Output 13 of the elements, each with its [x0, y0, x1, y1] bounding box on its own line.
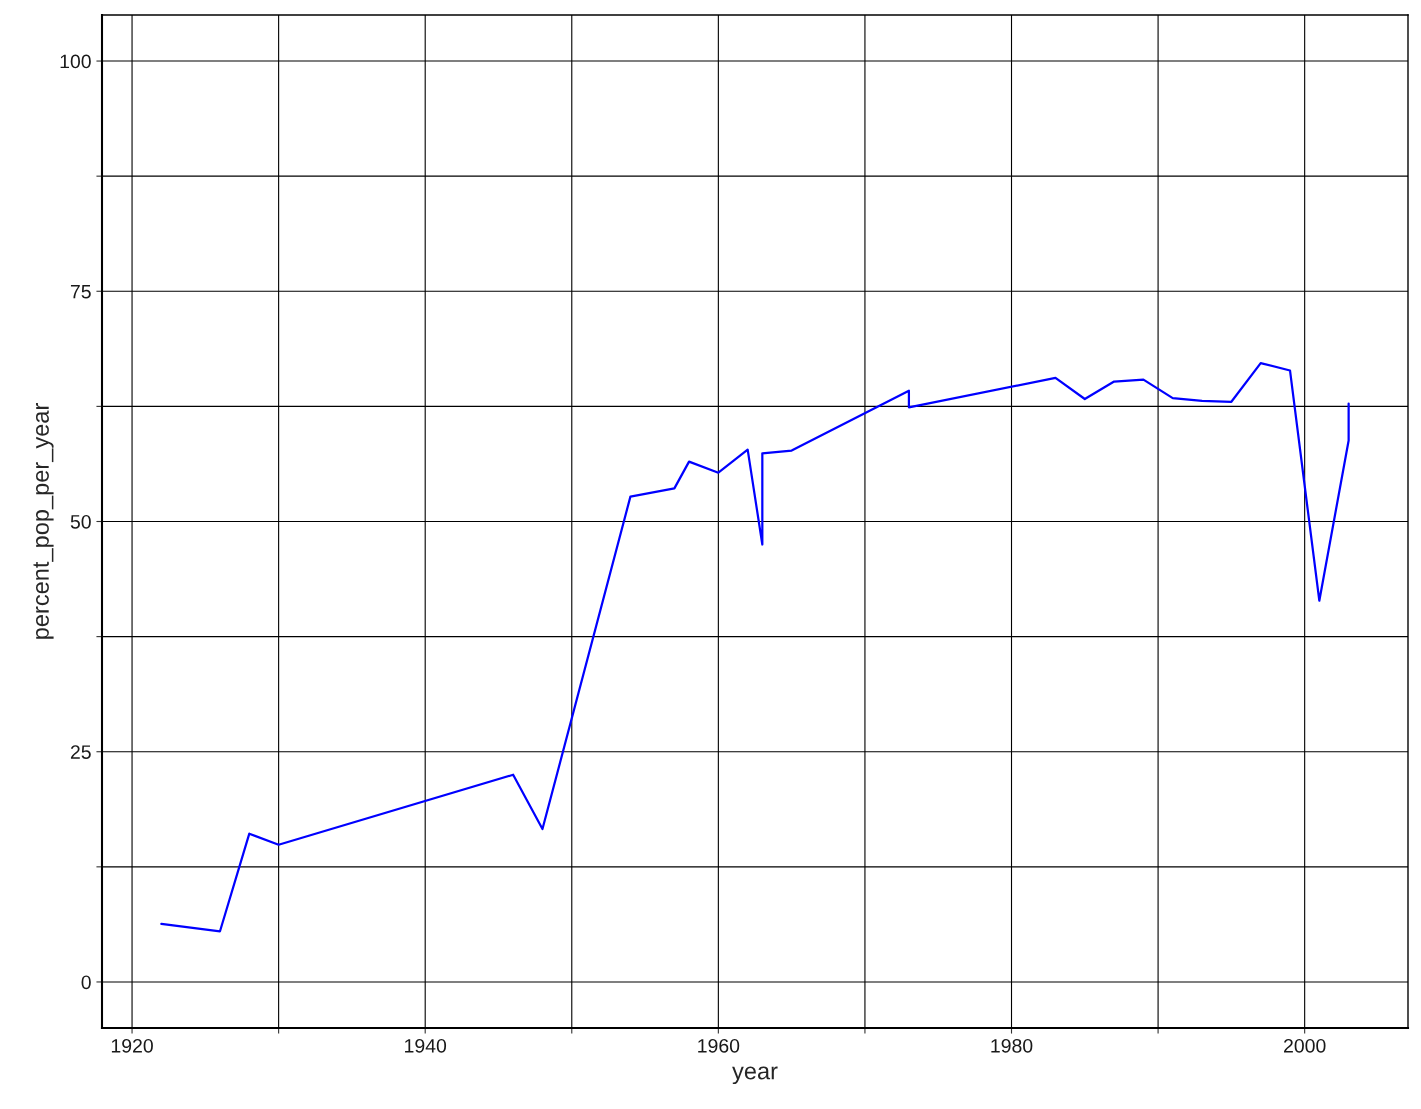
x-axis-title: year — [732, 1066, 778, 1085]
x-tick-label: 1940 — [405, 1038, 447, 1053]
y-tick-label: 75 — [70, 284, 91, 299]
y-tick-label: 100 — [60, 54, 91, 69]
y-tick-label: 50 — [70, 514, 91, 529]
x-tick-label: 1920 — [111, 1038, 153, 1053]
x-tick-label: 1980 — [991, 1038, 1033, 1053]
y-tick-label: 0 — [81, 975, 91, 990]
y-axis-title: percent_pop_per_year — [33, 403, 54, 639]
y-tick-label: 25 — [70, 745, 91, 759]
line-series — [160, 361, 1350, 933]
x-tick-label: 2000 — [1284, 1038, 1326, 1053]
x-tick-label: 1960 — [698, 1038, 740, 1053]
